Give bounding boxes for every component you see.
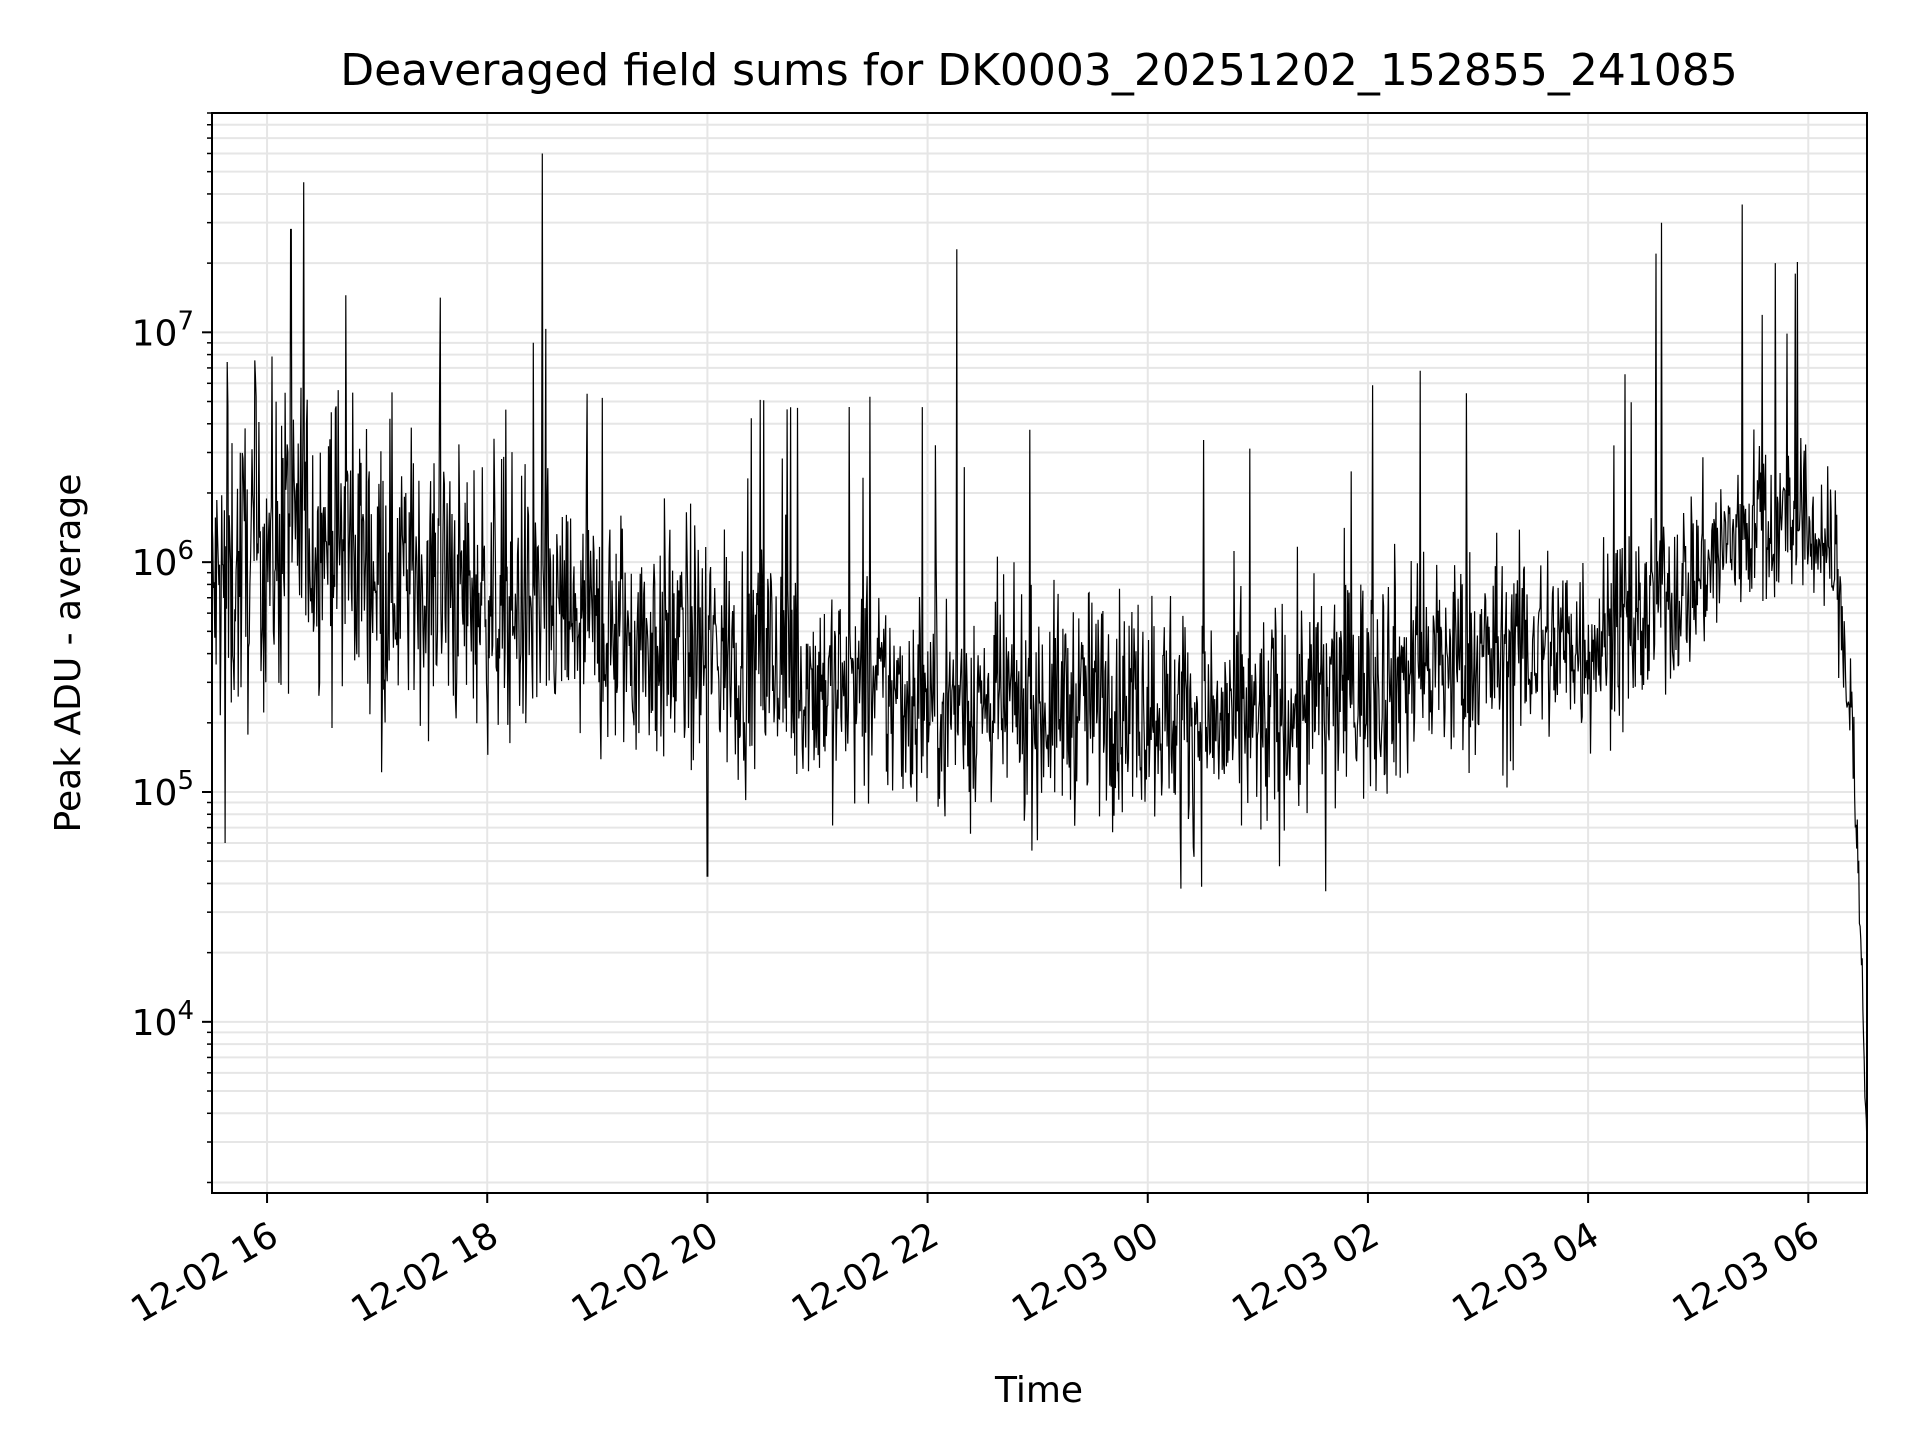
y-tick-label: 106 [132,536,194,584]
x-tick-label: 12-02 18 [345,1215,506,1331]
x-axis-label: Time [994,1370,1083,1411]
series-line [211,153,1868,1148]
grid-layer [212,112,1867,1193]
x-tick-label: 12-02 22 [785,1215,946,1331]
x-tick-label: 12-02 20 [565,1215,726,1331]
y-tick-label: 105 [132,766,194,814]
y-tick-label: 107 [132,306,194,354]
x-tick-label: 12-03 02 [1225,1215,1386,1331]
x-tick-label: 12-03 06 [1666,1215,1827,1331]
y-axis-label: Peak ADU - average [48,474,89,833]
series-layer [211,153,1868,1148]
y-tick-label: 104 [132,996,194,1044]
chart-title: Deaveraged field sums for DK0003_2025120… [340,45,1738,96]
x-tick-label: 12-03 00 [1005,1215,1166,1331]
x-tick-label: 12-03 04 [1445,1215,1606,1331]
x-tick-label: 12-02 16 [124,1215,285,1331]
x-axis: 12-02 16 12-02 18 12-02 20 12-02 22 12-03 00… [124,1193,1826,1331]
y-axis: 104 105 106 107 [132,112,212,1184]
